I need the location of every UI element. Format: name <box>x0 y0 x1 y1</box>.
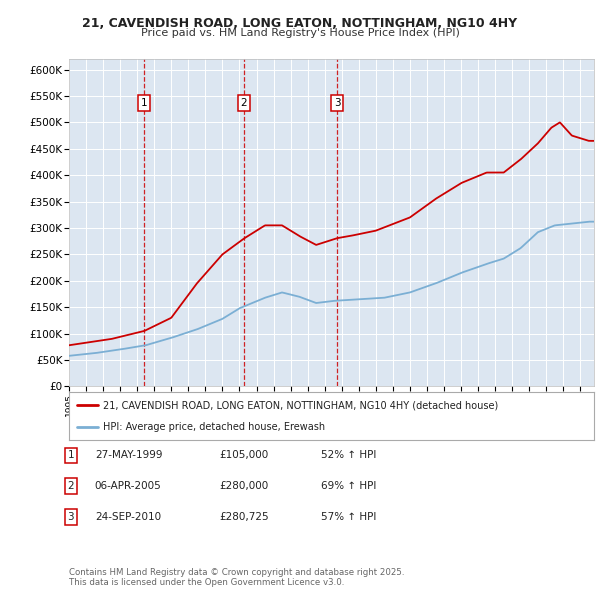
Text: 06-APR-2005: 06-APR-2005 <box>95 481 161 491</box>
Text: Contains HM Land Registry data © Crown copyright and database right 2025.
This d: Contains HM Land Registry data © Crown c… <box>69 568 404 587</box>
Text: £280,725: £280,725 <box>219 512 269 522</box>
Text: Price paid vs. HM Land Registry's House Price Index (HPI): Price paid vs. HM Land Registry's House … <box>140 28 460 38</box>
Text: 27-MAY-1999: 27-MAY-1999 <box>95 451 162 460</box>
Text: 24-SEP-2010: 24-SEP-2010 <box>95 512 161 522</box>
Text: 57% ↑ HPI: 57% ↑ HPI <box>321 512 376 522</box>
Text: 1: 1 <box>141 98 148 108</box>
Text: HPI: Average price, detached house, Erewash: HPI: Average price, detached house, Erew… <box>103 422 325 432</box>
Text: 21, CAVENDISH ROAD, LONG EATON, NOTTINGHAM, NG10 4HY (detached house): 21, CAVENDISH ROAD, LONG EATON, NOTTINGH… <box>103 400 499 410</box>
Text: 3: 3 <box>334 98 340 108</box>
Text: £105,000: £105,000 <box>219 451 268 460</box>
Text: 2: 2 <box>241 98 247 108</box>
Text: 3: 3 <box>67 512 74 522</box>
Text: 21, CAVENDISH ROAD, LONG EATON, NOTTINGHAM, NG10 4HY: 21, CAVENDISH ROAD, LONG EATON, NOTTINGH… <box>82 17 518 30</box>
Text: 1: 1 <box>67 451 74 460</box>
Text: 52% ↑ HPI: 52% ↑ HPI <box>321 451 376 460</box>
Text: 2: 2 <box>67 481 74 491</box>
Text: £280,000: £280,000 <box>219 481 268 491</box>
Text: 69% ↑ HPI: 69% ↑ HPI <box>321 481 376 491</box>
